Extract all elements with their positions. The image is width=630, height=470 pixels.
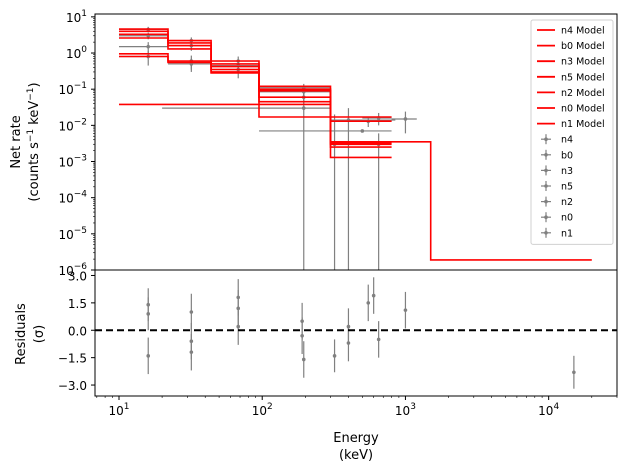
residuals-x-ticks: 101 102 103 104 <box>96 396 618 418</box>
residual-y-tick-label: −1.5 <box>58 352 87 366</box>
spectrum-y-label-line2: (counts s−1 keV−1) <box>26 82 42 201</box>
residual-marker <box>371 293 376 298</box>
y-tick-label: 10−1 <box>58 81 87 97</box>
legend-data-swatch-marker <box>544 231 548 235</box>
legend-entry-label: n3 <box>561 166 573 177</box>
model-step-line <box>119 37 392 122</box>
x-axis-label-line2: (keV) <box>339 448 373 463</box>
residuals-y-ticks: 3.0 1.5 0.0 −1.5 −3.0 <box>58 269 95 393</box>
residual-marker <box>376 337 381 342</box>
legend-data-swatch-marker <box>544 153 548 157</box>
y-tick-label: 10−2 <box>58 117 87 133</box>
residual-y-tick-label: 1.5 <box>68 297 87 311</box>
legend-entry-label: n2 Model <box>561 88 605 99</box>
legend-entry-label: b0 <box>561 150 573 161</box>
data-point-marker <box>301 106 306 110</box>
model-step-line <box>119 103 592 261</box>
residual-marker <box>236 324 241 329</box>
residual-marker <box>366 301 371 305</box>
spectrum-panel: 101 100 10−1 10−2 10−3 10−4 10−5 10−6 n4 Model b… <box>58 9 618 278</box>
spectrum-y-label-line1: Net rate <box>9 115 24 168</box>
data-point-marker <box>403 117 408 121</box>
legend-entry-label: n0 Model <box>561 104 605 115</box>
y-tick-label: 10−4 <box>58 190 87 206</box>
y-tick-label: 10−6 <box>58 262 87 278</box>
x-tick-label: 104 <box>538 402 559 418</box>
legend-data-swatch-marker <box>544 168 548 173</box>
residual-marker <box>189 310 194 314</box>
legend-entry-label: b0 Model <box>561 41 605 52</box>
residual-marker <box>332 354 337 358</box>
legend-entry-label: n1 Model <box>561 119 605 130</box>
x-tick-label: 103 <box>395 402 416 418</box>
residual-marker <box>146 312 151 316</box>
residual-y-tick-label: 0.0 <box>68 324 87 338</box>
model-step-line <box>119 30 392 146</box>
legend-data-swatch-marker <box>544 184 548 188</box>
legend-box <box>530 19 614 245</box>
y-tick-label: 100 <box>66 45 87 61</box>
legend-entry-label: n4 Model <box>561 26 605 37</box>
x-tick-label: 101 <box>108 402 129 418</box>
residuals-y-label-line1: Residuals <box>14 303 29 365</box>
model-step-line <box>119 33 392 148</box>
y-tick-label: 101 <box>66 9 87 25</box>
legend-entry-label: n5 Model <box>561 72 605 83</box>
legend-entry-label: n2 <box>561 197 573 208</box>
residual-y-tick-label: −3.0 <box>58 379 87 393</box>
residual-marker <box>189 350 194 354</box>
legend-data-swatch-marker <box>544 215 548 219</box>
spectrum-model-layer <box>119 28 592 261</box>
legend-entry-label: n1 <box>561 228 573 239</box>
y-tick-label: 10−5 <box>58 226 87 242</box>
residuals-axes-frame <box>94 269 618 397</box>
y-tick-label: 10−3 <box>58 154 87 170</box>
model-step-line <box>119 55 392 144</box>
legend-data-swatch-marker <box>544 137 548 141</box>
legend-entry-label: n0 <box>561 213 573 224</box>
residuals-y-label-line2: (σ) <box>32 325 47 343</box>
residual-marker <box>300 333 304 338</box>
legend-entry-label: n5 <box>561 182 573 193</box>
residual-marker <box>346 341 351 345</box>
spectrum-y-ticks: 101 100 10−1 10−2 10−3 10−4 10−5 10−6 <box>58 9 95 278</box>
legend-entry-label: n4 <box>561 135 573 146</box>
legend: n4 Model b0 Model n3 Model n5 Model n2 Model… <box>530 19 614 245</box>
residuals-data-layer <box>146 277 576 389</box>
residual-marker <box>403 308 408 312</box>
data-point-marker <box>146 44 151 49</box>
residuals-panel: 3.0 1.5 0.0 −1.5 −3.0 101 102 103 104 <box>58 269 618 418</box>
data-point-marker <box>360 129 365 133</box>
x-tick-label: 102 <box>252 402 273 418</box>
residual-marker <box>301 357 306 362</box>
x-axis-label-line1: Energy <box>333 431 379 446</box>
residual-marker <box>572 370 576 375</box>
legend-entry-label: n3 Model <box>561 57 605 68</box>
residual-marker <box>146 354 151 358</box>
residual-y-tick-label: 3.0 <box>68 269 87 283</box>
legend-data-swatch-marker <box>544 199 548 204</box>
spectrum-data-layer <box>118 26 417 270</box>
